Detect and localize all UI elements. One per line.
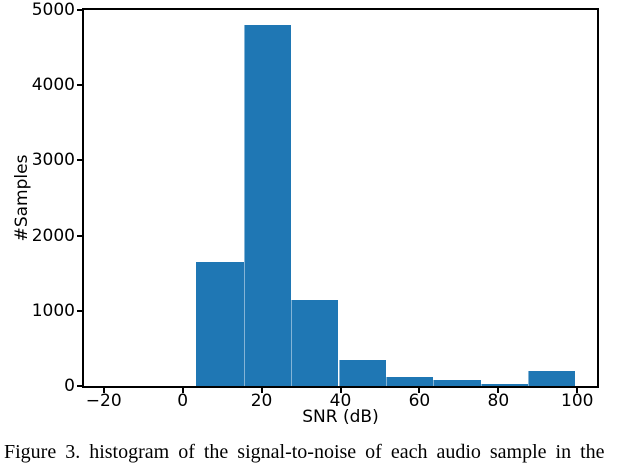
x-axis-tick-label: 60 xyxy=(408,391,431,411)
x-axis-tick xyxy=(418,388,421,393)
figure-caption: Figure 3. histogram of the signal-to-noi… xyxy=(4,441,605,463)
histogram-bar xyxy=(385,376,434,386)
x-axis-tick-label: 100 xyxy=(561,391,594,411)
histogram-bar xyxy=(433,380,481,386)
y-axis-tick xyxy=(77,84,82,87)
y-axis-tick xyxy=(77,159,82,162)
histogram-bar xyxy=(338,359,386,386)
histogram-bar xyxy=(243,25,292,386)
y-axis-tick xyxy=(77,309,82,312)
y-axis-tick-label: 4000 xyxy=(31,75,75,96)
x-axis-tick xyxy=(102,388,105,393)
histogram-bar xyxy=(291,299,339,386)
y-axis-tick xyxy=(77,385,82,387)
y-axis-tick-label: 5000 xyxy=(31,0,75,20)
x-axis-tick xyxy=(181,388,184,393)
y-axis-tick-label: 0 xyxy=(64,376,75,396)
x-axis-tick-label: 40 xyxy=(329,391,352,411)
x-axis-tick-label: 20 xyxy=(250,391,273,411)
y-axis-tick-label: 3000 xyxy=(31,150,75,171)
histogram-bar xyxy=(480,383,528,386)
y-axis-tick-label: 2000 xyxy=(31,225,75,246)
x-axis-tick xyxy=(576,388,579,393)
x-axis-tick xyxy=(339,388,342,393)
plot-area xyxy=(82,8,599,388)
y-axis-tick xyxy=(77,9,82,11)
x-axis-tick-label: 0 xyxy=(177,391,189,411)
x-axis-label: SNR (dB) xyxy=(302,407,379,427)
histogram-bar xyxy=(196,261,244,386)
histogram-bar xyxy=(527,370,576,386)
y-axis-tick-label: 1000 xyxy=(31,300,75,321)
y-axis-tick xyxy=(77,234,82,237)
x-axis-tick-label: −20 xyxy=(85,391,122,411)
x-axis-tick-label: 80 xyxy=(487,391,510,411)
x-axis-tick xyxy=(260,388,263,393)
x-axis-tick xyxy=(497,388,500,393)
